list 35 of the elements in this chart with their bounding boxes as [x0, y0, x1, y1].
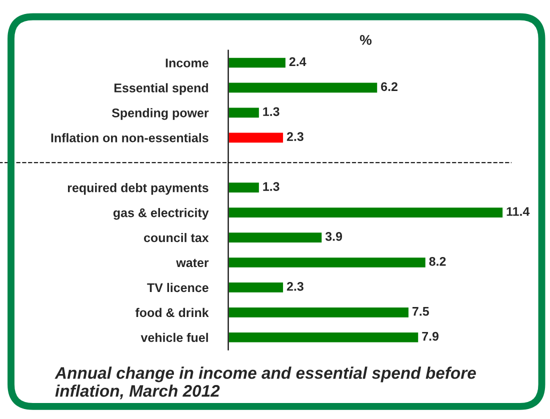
data-label: 3.9	[325, 232, 342, 241]
y-tick-label: council tax	[144, 232, 209, 242]
data-label: 7.9	[422, 332, 439, 341]
data-label: 2.3	[286, 132, 304, 142]
text: Annual change in income and essential spend before inflation, March 2012	[54, 366, 476, 400]
data-label: 8.2	[429, 256, 446, 266]
data-label: 11.4	[506, 207, 530, 216]
bar	[228, 131, 284, 144]
y-tick-label: TV licence	[147, 282, 208, 292]
data-label: 1.3	[263, 107, 280, 116]
data-label: 2.4	[289, 57, 306, 66]
bar	[228, 281, 284, 294]
bar	[228, 256, 427, 269]
data-label: 1.3	[263, 182, 280, 191]
bar	[228, 56, 287, 70]
bar	[228, 206, 504, 219]
y-tick-label: food & drink	[135, 308, 209, 318]
y-tick-label: water	[176, 258, 209, 268]
y-tick-label: required debt payments	[68, 183, 208, 195]
y-tick-label: Spending power	[112, 108, 209, 120]
y-tick-label: Essential spend	[114, 83, 208, 95]
bar	[228, 231, 324, 244]
bar	[228, 81, 379, 94]
bar	[228, 181, 260, 194]
bar	[228, 331, 420, 344]
bar	[228, 306, 410, 319]
data-label: 7.5	[412, 307, 429, 316]
bar	[228, 106, 260, 120]
data-label: 6.2	[381, 82, 398, 92]
data-label: 2.3	[286, 282, 304, 291]
y-tick-label: Income	[166, 58, 208, 68]
y-tick-label: Inflation on non-essentials	[51, 133, 208, 142]
x-axis-title: %	[360, 35, 372, 45]
y-tick-label: gas & electricity	[113, 208, 209, 220]
y-tick-label: vehicle fuel	[140, 332, 208, 342]
